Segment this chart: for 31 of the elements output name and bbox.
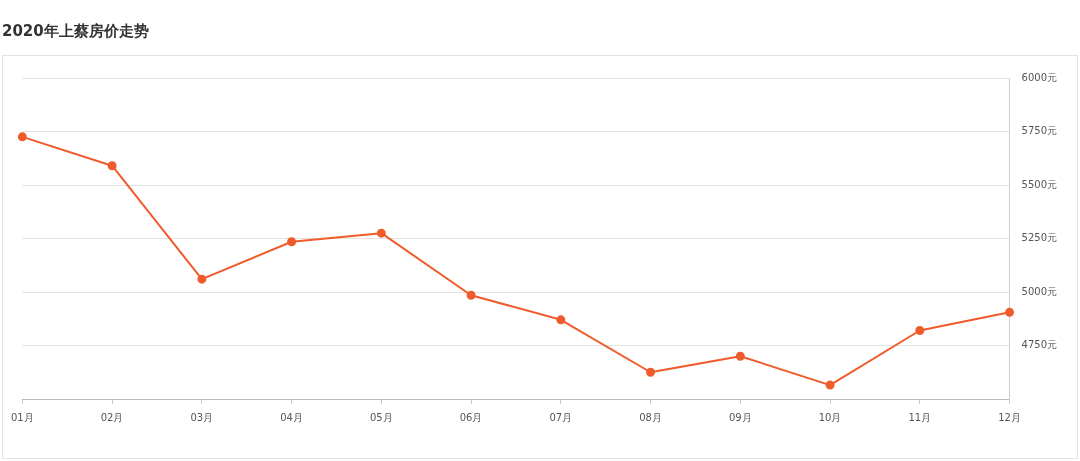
y-tick-label: 5750元: [1021, 125, 1057, 137]
y-tick-label: 6000元: [1021, 71, 1057, 83]
x-tick-label: 03月: [190, 411, 214, 423]
point: [1005, 307, 1015, 317]
point: [287, 237, 297, 247]
point: [376, 228, 386, 238]
point: [646, 367, 656, 377]
x-tick-label: 11月: [908, 411, 932, 423]
point: [466, 290, 476, 300]
point: [825, 380, 835, 390]
point: [17, 132, 27, 142]
x-tick-label: 08月: [639, 411, 662, 423]
y-tick-label: 5000元: [1021, 285, 1057, 297]
x-tick-label: 05月: [369, 411, 393, 423]
x-tick-label: 09月: [728, 411, 752, 423]
point: [107, 161, 117, 171]
y-tick-label: 5500元: [1021, 178, 1057, 190]
x-tick-label: 10月: [818, 411, 842, 423]
x-tick-label: 01月: [11, 411, 34, 423]
x-tick-label: 02月: [100, 411, 124, 423]
point: [735, 351, 745, 361]
x-tick-label: 06月: [459, 411, 483, 423]
point: [915, 326, 925, 336]
point: [556, 315, 566, 325]
point: [197, 274, 207, 284]
x-tick-label: 12月: [998, 411, 1021, 423]
x-tick-label: 07月: [549, 411, 573, 423]
y-tick-label: 5250元: [1021, 232, 1057, 244]
chart-title: 2020年上蔡房价走势: [2, 22, 149, 41]
x-tick-label: 04月: [280, 411, 303, 423]
y-tick-label: 4750元: [1021, 339, 1057, 351]
